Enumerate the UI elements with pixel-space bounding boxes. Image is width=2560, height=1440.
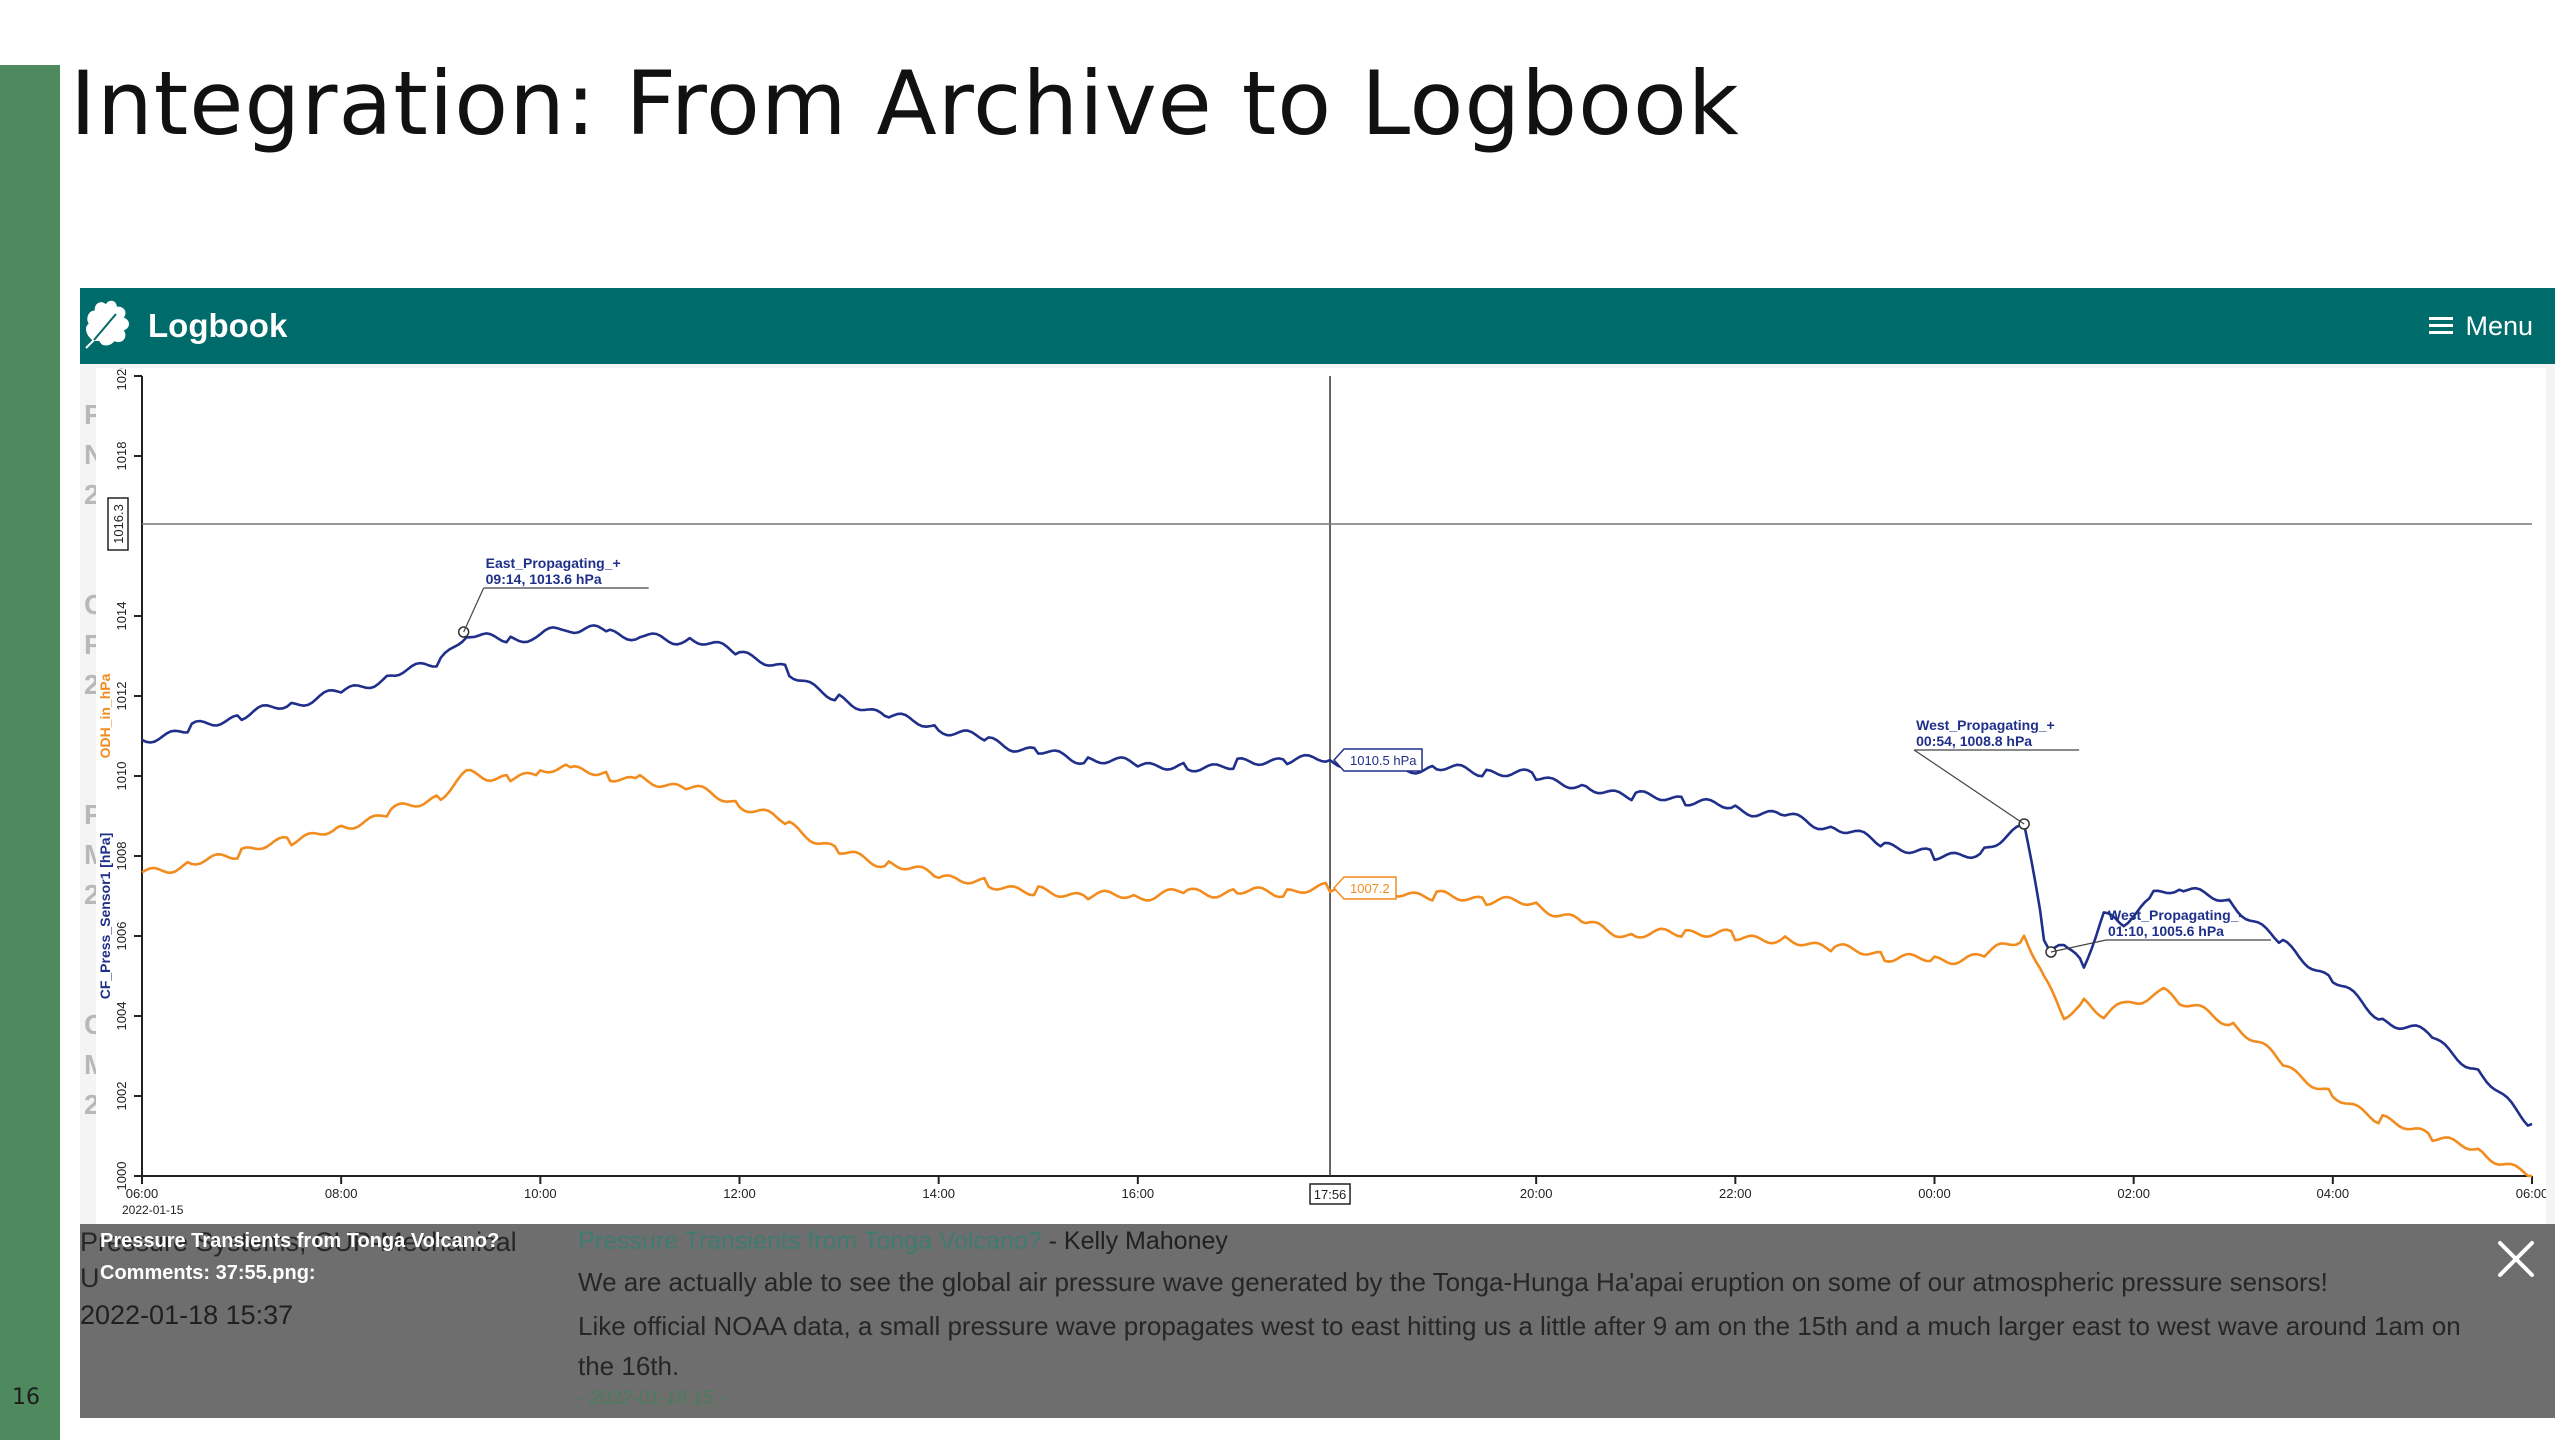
underlying-entry-meta: Pressure Systems, CUP-Mechanical U 2022-… <box>80 1224 550 1418</box>
menu-label: Menu <box>2465 310 2533 341</box>
annotation-value: 00:54, 1008.8 hPa <box>1916 733 2032 749</box>
slide-number: 16 <box>12 1385 40 1410</box>
y-tick-label: 1008 <box>114 842 129 871</box>
y-tick-label: 1002 <box>114 1082 129 1111</box>
x-tick-label: 08:00 <box>325 1186 358 1201</box>
oak-leaf-icon <box>85 300 129 349</box>
x-tick-label: 04:00 <box>2317 1186 2350 1201</box>
entry-author: Kelly Mahoney <box>1063 1227 1228 1255</box>
series-line-odh-in-hpa <box>141 763 2533 1178</box>
y-tick-label: 1018 <box>114 442 129 471</box>
underlying-entry-title: Pressure Systems, CUP-Mechanical U <box>80 1227 517 1293</box>
underlying-fragment: 2 <box>84 479 100 510</box>
x-tick-label: 20:00 <box>1520 1186 1553 1201</box>
menu-button[interactable]: Menu <box>2429 288 2533 364</box>
crosshair-x-box <box>1309 1183 1351 1205</box>
cursor-readout-box <box>1333 876 1397 900</box>
x-tick-label: 02:00 <box>2117 1186 2150 1201</box>
x-tick-label: 12:00 <box>723 1186 756 1201</box>
entry-header: Pressure Transients from Tonga Volcano? … <box>578 1224 2495 1258</box>
underlying-fragment: 2 <box>84 1089 100 1120</box>
annotation-name: West_Propagating_- <box>2108 907 2243 923</box>
annotation-leader <box>2050 939 2107 953</box>
crosshair-x-label: 17:56 <box>1314 1187 1347 1202</box>
y-axis-title-primary: CF_Press_Sensor1 [hPa] <box>97 833 113 1000</box>
y-tick-label: 1012 <box>114 682 129 711</box>
underlying-fragment: 2 <box>84 879 100 910</box>
caption-comments: Comments: 37:55.png: <box>100 1262 316 1284</box>
hamburger-menu-icon <box>2429 317 2454 335</box>
image-caption-overlay: Pressure Systems, CUP-Mechanical U 2022-… <box>80 1224 2555 1418</box>
chart-panel[interactable]: 1000 1002 1004 1006 1008 1010 1012 1014 1018 1020… <box>96 368 2546 1224</box>
y-axis-title-secondary: ODH_in_hPa <box>97 673 113 758</box>
series-line-cf-press-sensor1 <box>141 624 2533 1127</box>
annotation-value: 01:10, 1005.6 hPa <box>2108 923 2224 939</box>
x-start-date-label: 2022-01-15 <box>122 1203 184 1217</box>
slide-side-bar: 16 <box>0 0 60 1440</box>
annotation-name: East_Propagating_+ <box>486 555 621 571</box>
y-tick-label: 1020 <box>114 368 129 390</box>
cursor-readout-box <box>1333 748 1423 772</box>
x-tick-label: 06:00 <box>126 1186 159 1201</box>
pressure-chart[interactable]: 1000 1002 1004 1006 1008 1010 1012 1014 1018 1020… <box>96 368 2546 1224</box>
annotation-name: West_Propagating_+ <box>1916 717 2055 733</box>
entry-body-2: Like official NOAA data, a small pressur… <box>578 1311 2461 1381</box>
x-tick-label: 16:00 <box>1122 1186 1155 1201</box>
slide-green-accent <box>0 65 60 1440</box>
brand[interactable]: Logbook <box>80 288 287 364</box>
logbook-window: Logbook Menu P N 2 C P 2 P M 2 C M 2 100… <box>80 288 2555 1418</box>
slide-title: Integration: From Archive to Logbook <box>70 52 1740 155</box>
caption-title: Pressure Transients from Tonga Volcano? <box>100 1230 500 1252</box>
crosshair-y-box <box>107 497 129 551</box>
annotation-leader <box>1913 749 2025 825</box>
entry-separator: - <box>1041 1227 1064 1255</box>
x-tick-label: 00:00 <box>1918 1186 1951 1201</box>
entry-body-1: We are actually able to see the global a… <box>578 1267 2328 1297</box>
annotation-leader <box>463 587 485 633</box>
annotation-value: 09:14, 1013.6 hPa <box>486 571 602 587</box>
app-header: Logbook Menu <box>80 288 2555 364</box>
entry-content: Pressure Transients from Tonga Volcano? … <box>578 1224 2495 1418</box>
underlying-fragment: 2 <box>84 669 100 700</box>
y-tick-label: 1000 <box>114 1162 129 1191</box>
app-name: Logbook <box>148 307 288 344</box>
entry-date: - 2022-01-18 15 - <box>578 1388 725 1409</box>
x-tick-label: 14:00 <box>922 1186 955 1201</box>
x-tick-label: 06:00 <box>2516 1186 2546 1201</box>
close-icon[interactable] <box>2495 1238 2537 1280</box>
cursor-readout-label: 1007.2 <box>1350 881 1390 896</box>
y-tick-label: 1006 <box>114 922 129 951</box>
y-tick-label: 1004 <box>114 1002 129 1031</box>
y-tick-label: 1010 <box>114 762 129 791</box>
cursor-readout-label: 1010.5 hPa <box>1350 753 1417 768</box>
underlying-entry-date: 2022-01-18 15:37 <box>80 1300 294 1330</box>
x-tick-label: 10:00 <box>524 1186 557 1201</box>
entry-title-link[interactable]: Pressure Transients from Tonga Volcano? <box>578 1227 1042 1255</box>
crosshair-y-label: 1016.3 <box>111 504 126 544</box>
y-tick-label: 1014 <box>114 602 129 631</box>
x-tick-label: 22:00 <box>1719 1186 1752 1201</box>
